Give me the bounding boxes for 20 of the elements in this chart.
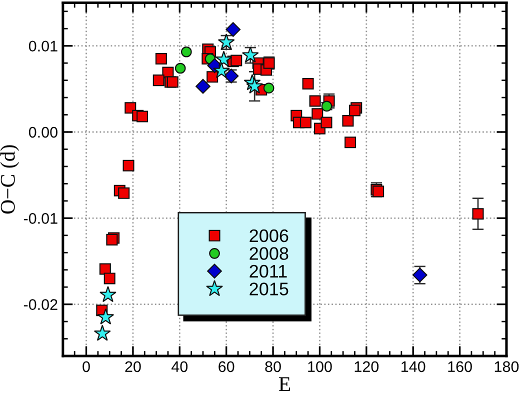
x-tick-label: 80 [265,361,281,372]
legend-label: 2015 [250,282,288,296]
y-tick-label: 0.01 [28,40,58,52]
y-tick-label: 0.00 [28,126,58,138]
y-tick-label: -0.02 [24,299,58,310]
y-axis-title: O−C (d) [0,145,20,214]
legend-label: 2011 [250,264,287,278]
x-tick-label: 180 [494,361,519,372]
x-tick-label: 40 [172,361,188,372]
x-tick-label: 0 [82,361,90,372]
x-tick-label: 120 [354,361,379,372]
x-tick-label: 60 [218,361,234,372]
x-tick-label: 100 [308,361,332,372]
x-tick-label: 160 [448,361,472,372]
x-tick-label: 140 [402,361,426,372]
legend-label: 2006 [250,229,288,242]
legend-label: 2008 [250,247,288,260]
x-tick-label: 20 [125,361,141,372]
x-axis-title: E [278,377,290,391]
y-tick-label: -0.01 [24,213,58,224]
